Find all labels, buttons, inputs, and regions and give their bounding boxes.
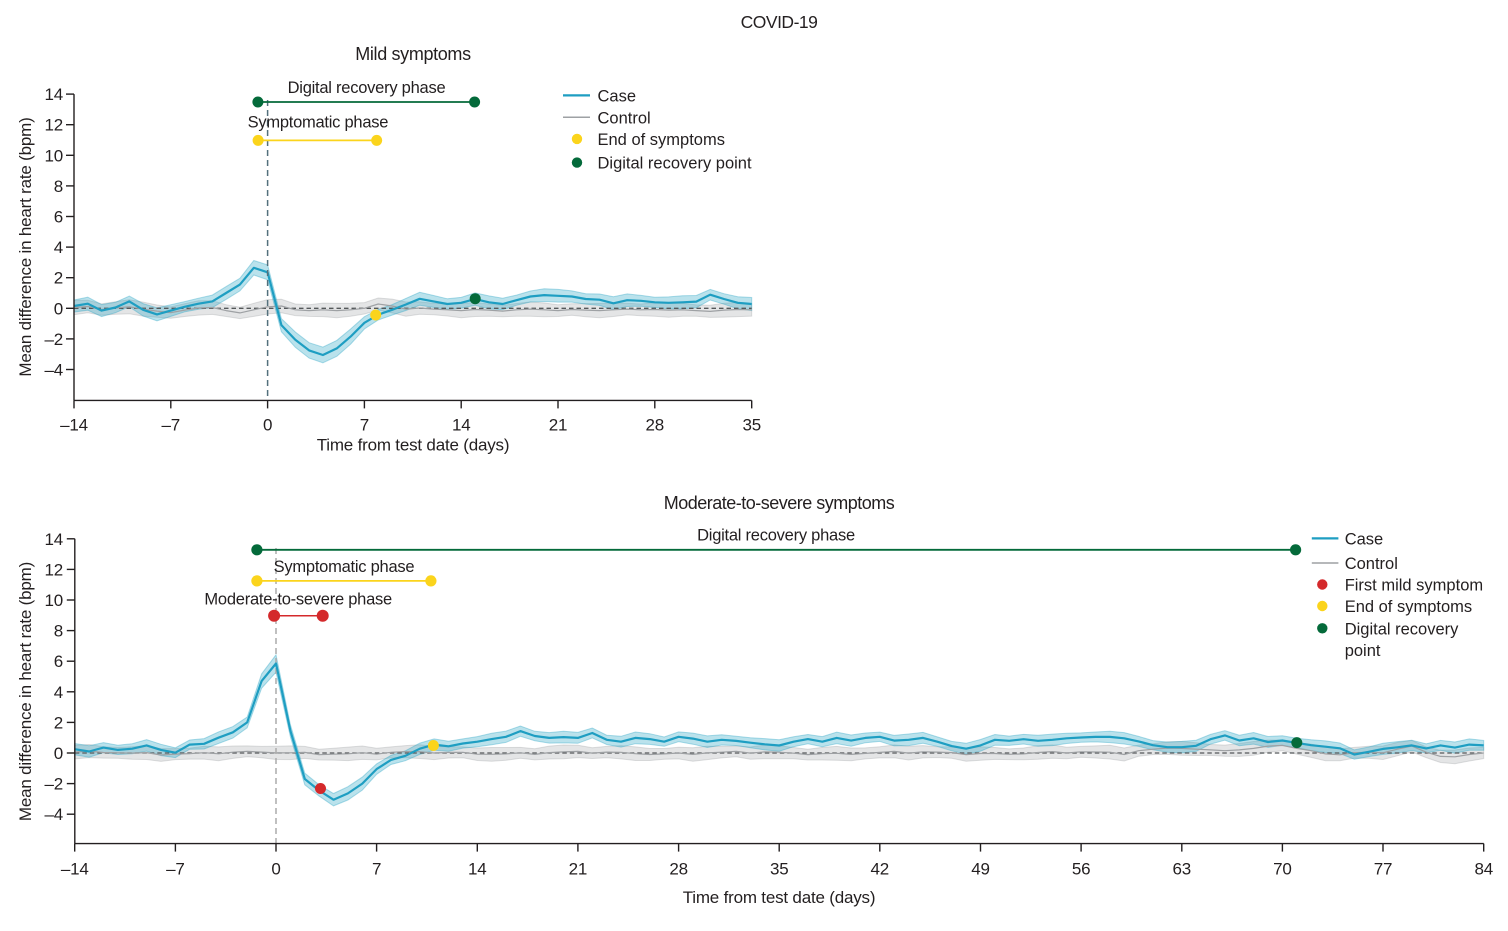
svg-text:21: 21 (549, 416, 568, 435)
svg-text:7: 7 (360, 416, 369, 435)
svg-text:Time from test date (days): Time from test date (days) (317, 436, 510, 455)
svg-text:84: 84 (1474, 860, 1493, 879)
svg-text:Digital recovery point: Digital recovery point (598, 155, 752, 173)
svg-text:–4: –4 (44, 805, 63, 824)
svg-text:49: 49 (971, 860, 990, 879)
svg-text:70: 70 (1273, 860, 1292, 879)
svg-text:–4: –4 (44, 361, 63, 380)
svg-text:14: 14 (468, 860, 487, 879)
svg-text:35: 35 (742, 416, 761, 435)
svg-text:10: 10 (44, 591, 63, 610)
svg-text:0: 0 (54, 744, 63, 763)
svg-text:63: 63 (1173, 860, 1192, 879)
svg-text:4: 4 (54, 683, 63, 702)
svg-text:Time from test date (days): Time from test date (days) (683, 888, 876, 907)
svg-text:Mean difference in heart rate: Mean difference in heart rate (bpm) (16, 117, 35, 376)
svg-text:28: 28 (646, 416, 665, 435)
svg-text:–14: –14 (60, 416, 88, 435)
svg-text:Digital recovery phase: Digital recovery phase (288, 79, 446, 97)
svg-text:12: 12 (44, 560, 63, 579)
svg-text:77: 77 (1374, 860, 1393, 879)
svg-text:Case: Case (598, 87, 637, 105)
svg-text:6: 6 (54, 652, 63, 671)
svg-text:Digital recovery phase: Digital recovery phase (697, 527, 855, 545)
svg-text:First mild symptom: First mild symptom (1345, 577, 1483, 595)
svg-text:End of symptoms: End of symptoms (598, 131, 725, 149)
svg-text:–7: –7 (166, 860, 185, 879)
svg-text:21: 21 (569, 860, 588, 879)
svg-text:8: 8 (54, 622, 63, 641)
svg-text:35: 35 (770, 860, 789, 879)
svg-text:Moderate-to-severe symptoms: Moderate-to-severe symptoms (664, 493, 895, 513)
svg-text:–2: –2 (44, 330, 63, 349)
svg-text:10: 10 (44, 146, 63, 165)
svg-text:14: 14 (452, 416, 471, 435)
svg-text:56: 56 (1072, 860, 1091, 879)
svg-text:Mean difference in heart rate: Mean difference in heart rate (bpm) (16, 562, 35, 821)
svg-text:0: 0 (54, 299, 63, 318)
svg-text:6: 6 (54, 208, 63, 227)
svg-text:COVID-19: COVID-19 (741, 12, 818, 32)
svg-text:–7: –7 (162, 416, 181, 435)
svg-text:28: 28 (669, 860, 688, 879)
svg-text:End of symptoms: End of symptoms (1345, 598, 1472, 616)
svg-text:Symptomatic phase: Symptomatic phase (274, 558, 415, 576)
svg-text:0: 0 (271, 860, 280, 879)
svg-text:–14: –14 (61, 860, 89, 879)
svg-text:Case: Case (1345, 530, 1384, 548)
svg-text:Moderate-to-severe phase: Moderate-to-severe phase (204, 590, 392, 608)
svg-text:7: 7 (372, 860, 381, 879)
svg-text:Control: Control (598, 109, 651, 127)
svg-text:8: 8 (54, 177, 63, 196)
svg-text:Mild symptoms: Mild symptoms (355, 44, 471, 64)
svg-text:2: 2 (54, 713, 63, 732)
svg-text:12: 12 (44, 116, 63, 135)
svg-text:2: 2 (54, 269, 63, 288)
svg-text:4: 4 (54, 238, 63, 257)
svg-text:0: 0 (263, 416, 272, 435)
svg-text:point: point (1345, 642, 1381, 660)
svg-text:Control: Control (1345, 555, 1398, 573)
svg-text:42: 42 (871, 860, 890, 879)
svg-text:Digital recovery: Digital recovery (1345, 620, 1459, 638)
svg-text:–2: –2 (44, 775, 63, 794)
svg-text:14: 14 (44, 530, 63, 549)
svg-text:Symptomatic phase: Symptomatic phase (248, 113, 389, 131)
svg-text:14: 14 (44, 85, 63, 104)
